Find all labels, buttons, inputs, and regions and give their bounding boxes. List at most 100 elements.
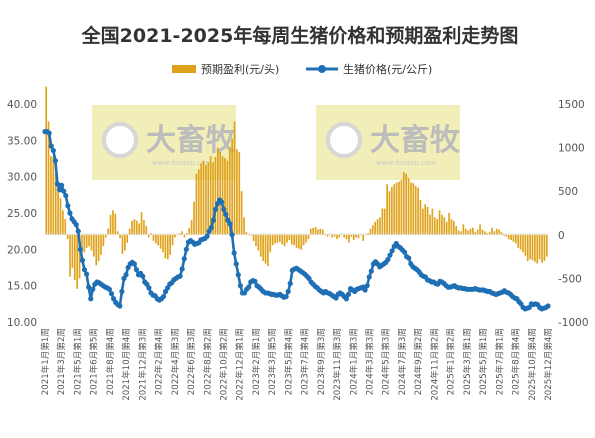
left-tick-label: 35.00 <box>7 135 37 147</box>
x-tick-label: 2022年4月第3周 <box>169 328 181 395</box>
profit-bar <box>107 228 110 235</box>
profit-bar <box>243 217 245 235</box>
left-tick-label: 30.00 <box>7 172 37 184</box>
x-tick-label: 2023年11月第3周 <box>331 328 343 401</box>
price-point <box>212 206 219 212</box>
profit-bar <box>262 234 264 261</box>
right-tick-label: -1000 <box>558 317 589 329</box>
profit-bar <box>207 162 210 235</box>
x-tick-label: 2025年1月第2周 <box>445 328 457 395</box>
profit-bar <box>534 234 536 262</box>
profit-bar <box>510 234 512 241</box>
profit-bar <box>538 234 541 260</box>
profit-bar <box>326 234 329 237</box>
x-tick-label: 2022年6月第3周 <box>185 328 197 395</box>
profit-bar <box>264 234 267 264</box>
profit-bar <box>362 234 365 241</box>
profit-bar <box>181 231 183 235</box>
profit-bar <box>400 179 403 235</box>
profit-bar <box>414 185 417 235</box>
profit-bar <box>453 220 455 235</box>
profit-bar <box>319 228 322 235</box>
price-point <box>131 261 137 267</box>
profit-bar <box>472 227 474 235</box>
profit-bar <box>288 234 291 241</box>
profit-bar <box>500 232 503 235</box>
profit-bar <box>219 151 222 235</box>
profit-bar <box>333 234 336 237</box>
x-tick-label: 2023年5月第4周 <box>282 328 294 395</box>
price-point <box>83 271 90 277</box>
price-point <box>406 255 412 261</box>
profit-bar <box>531 234 534 261</box>
profit-bar <box>305 234 307 243</box>
x-tick-label: 2025年7月第1周 <box>493 328 505 395</box>
profit-bar <box>481 229 484 235</box>
profit-bar <box>143 219 145 235</box>
x-tick-label: 2022年10月第2周 <box>217 328 229 401</box>
price-point <box>177 273 183 279</box>
x-tick-label: 2021年1月第1周 <box>39 328 51 395</box>
profit-bar <box>457 230 460 235</box>
profit-bar <box>498 229 500 235</box>
profit-bar <box>355 234 357 238</box>
profit-bar <box>519 234 522 250</box>
profit-bar <box>197 169 200 235</box>
profit-bar <box>402 172 405 235</box>
profit-bar <box>422 208 424 235</box>
profit-bar <box>104 234 107 238</box>
x-tick-label: 2021年8月第4周 <box>104 328 116 395</box>
price-point <box>545 303 551 309</box>
profit-bar <box>483 231 486 235</box>
profit-bar <box>152 234 155 241</box>
profit-bar <box>450 219 453 235</box>
profit-bar <box>57 191 59 235</box>
profit-bar <box>543 234 546 261</box>
profit-bar <box>412 183 415 235</box>
profit-bar <box>379 217 381 235</box>
profit-bar <box>209 156 212 235</box>
price-point <box>90 286 96 292</box>
profit-bar <box>267 234 269 267</box>
profit-bar <box>228 147 231 235</box>
profit-bar <box>493 231 496 235</box>
profit-bar <box>455 226 458 235</box>
price-point <box>204 233 210 239</box>
price-point <box>252 278 258 284</box>
profit-bar <box>376 219 379 235</box>
right-tick-label: 0 <box>558 230 565 242</box>
profit-bar <box>95 234 98 266</box>
price-point <box>219 199 225 205</box>
profit-bar <box>171 234 174 246</box>
watermark-text: 大畜牧 <box>146 123 237 158</box>
x-tick-label: 2023年3月第5周 <box>266 328 278 395</box>
profit-bar <box>495 228 498 235</box>
profit-bar <box>317 229 319 235</box>
price-point <box>210 217 216 223</box>
price-point <box>48 143 54 149</box>
x-tick-label: 2022年12月第1周 <box>234 328 246 401</box>
profit-bar <box>269 234 272 253</box>
profit-bar <box>169 234 171 255</box>
profit-bar <box>357 234 360 239</box>
x-tick-label: 2022年2月第4周 <box>153 328 165 395</box>
price-point <box>88 296 94 302</box>
price-point <box>140 273 146 279</box>
profit-bar <box>135 220 138 235</box>
price-point <box>231 250 237 256</box>
profit-bar <box>469 228 472 235</box>
price-point <box>246 284 252 290</box>
profit-bar <box>460 231 462 235</box>
price-point <box>385 256 391 263</box>
left-axis: 40.00 35.00 30.00 25.00 20.00 15.00 10.00 <box>7 99 37 329</box>
price-point <box>229 232 235 238</box>
profit-bar <box>205 165 207 235</box>
profit-bar <box>145 226 148 235</box>
price-point <box>79 257 86 263</box>
x-tick-label: 2023年7月第4周 <box>299 328 311 395</box>
profit-bar <box>69 234 71 277</box>
price-point <box>59 182 65 188</box>
profit-bar <box>419 199 422 235</box>
profit-bar <box>233 121 236 235</box>
